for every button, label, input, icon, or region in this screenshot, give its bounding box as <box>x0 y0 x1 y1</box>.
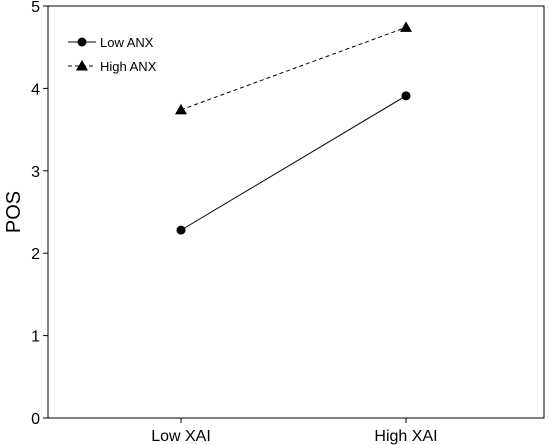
legend-label: Low ANX <box>100 35 154 50</box>
series-1 <box>175 21 412 115</box>
y-axis-title: POS <box>3 191 25 233</box>
series-line <box>180 26 407 111</box>
legend-marker <box>76 60 88 71</box>
series-line <box>180 95 407 231</box>
y-tick-label: 3 <box>31 164 40 181</box>
legend-label: High ANX <box>100 59 157 74</box>
data-point <box>175 103 187 115</box>
data-point <box>401 91 411 101</box>
series-0 <box>176 91 411 235</box>
legend-marker <box>77 37 87 47</box>
legend-item: Low ANX <box>68 35 154 50</box>
y-tick-label: 0 <box>31 411 40 428</box>
x-tick-label: High XAI <box>374 428 437 445</box>
legend: Low ANX High ANX <box>68 35 157 74</box>
x-axis: Low XAI High XAI <box>151 418 438 445</box>
y-axis: 0 1 2 3 4 5 <box>31 0 48 428</box>
data-point <box>176 225 186 235</box>
plot-frame <box>47 5 545 419</box>
y-tick-label: 1 <box>31 329 40 346</box>
data-point <box>400 21 412 32</box>
y-tick-label: 2 <box>31 246 40 263</box>
y-tick-label: 5 <box>31 0 40 16</box>
legend-item: High ANX <box>68 59 157 74</box>
series-layer <box>175 21 412 235</box>
x-tick-label: Low XAI <box>151 428 211 445</box>
y-tick-label: 4 <box>31 81 40 98</box>
